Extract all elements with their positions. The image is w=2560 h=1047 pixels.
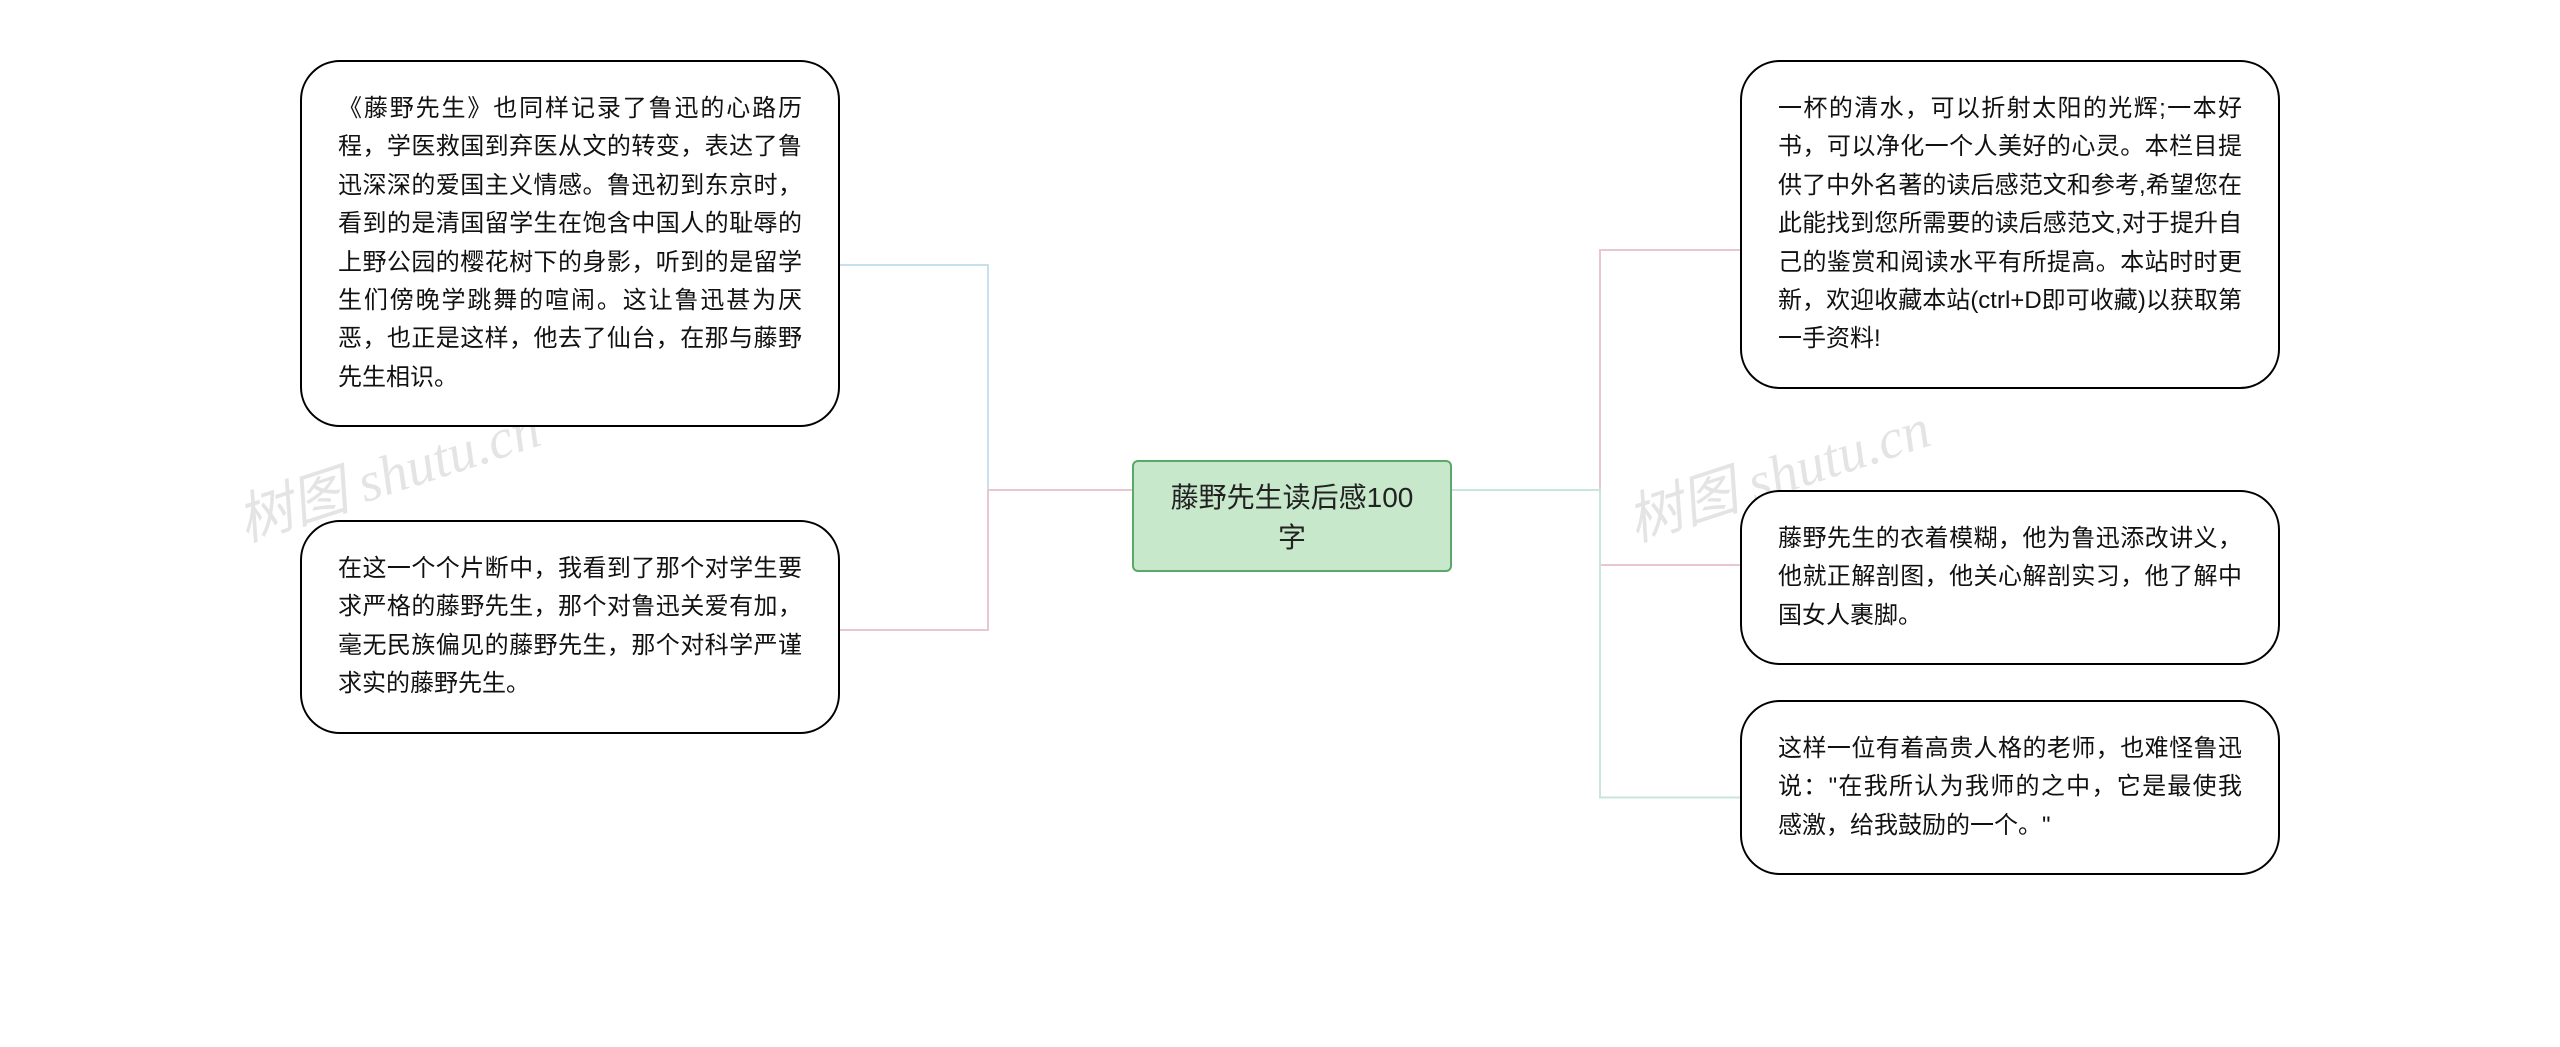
right-node-2: 这样一位有着高贵人格的老师，也难怪鲁迅说："在我所认为我师的之中，它是最使我感激… <box>1740 700 2280 875</box>
left-node-0: 《藤野先生》也同样记录了鲁迅的心路历程，学医救国到弃医从文的转变，表达了鲁迅深深… <box>300 60 840 427</box>
right-node-0: 一杯的清水，可以折射太阳的光辉;一本好书，可以净化一个人美好的心灵。本栏目提供了… <box>1740 60 2280 389</box>
right-node-1: 藤野先生的衣着模糊，他为鲁迅添改讲义，他就正解剖图，他关心解剖实习，他了解中国女… <box>1740 490 2280 665</box>
left-node-1: 在这一个个片断中，我看到了那个对学生要求严格的藤野先生，那个对鲁迅关爱有加，毫无… <box>300 520 840 734</box>
center-node: 藤野先生读后感100字 <box>1132 460 1452 572</box>
